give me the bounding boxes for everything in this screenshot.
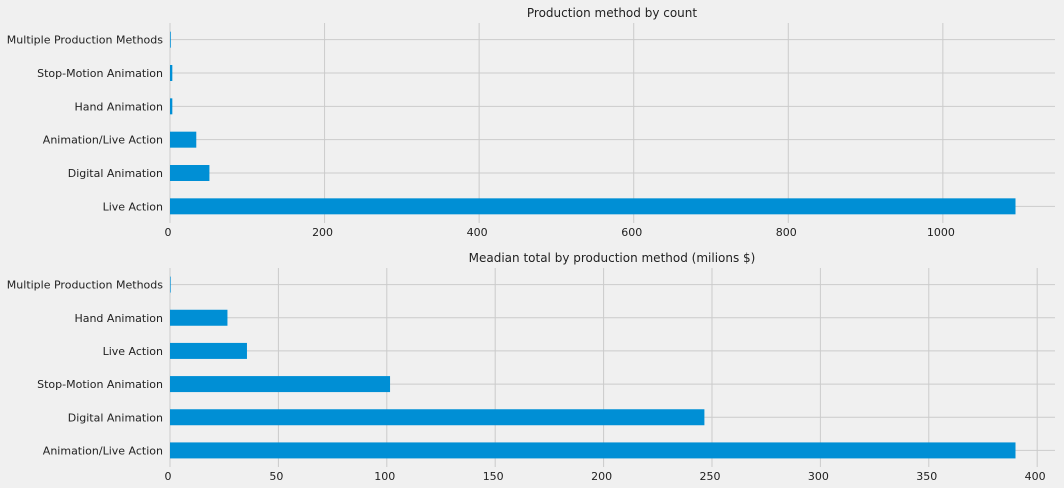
x-tick-label: 200	[312, 226, 333, 239]
bar	[170, 98, 173, 115]
x-tick-label: 250	[699, 470, 720, 483]
chart-count-grid	[169, 23, 1055, 223]
category-label: Hand Animation	[74, 312, 163, 325]
chart-count-x-ticks: 0 200 400 600 800 1000	[165, 226, 955, 239]
bar	[170, 442, 1016, 459]
bar	[170, 376, 391, 393]
category-label: Stop-Motion Animation	[37, 67, 163, 80]
bar	[170, 31, 171, 48]
x-tick-label: 200	[591, 470, 612, 483]
bar	[170, 131, 197, 148]
category-label: Digital Animation	[68, 167, 163, 180]
bar	[170, 276, 171, 293]
bar	[170, 342, 247, 359]
category-label: Digital Animation	[68, 411, 163, 424]
category-label: Multiple Production Methods	[7, 279, 163, 292]
chart-median-grid	[169, 268, 1055, 467]
chart-median-x-ticks: 0 50 100 150 200 250 300 350 400	[165, 470, 1046, 483]
category-label: Animation/Live Action	[43, 444, 163, 457]
chart-median-category-labels: Animation/Live Action Digital Animation St…	[7, 279, 163, 458]
x-tick-label: 100	[374, 470, 395, 483]
x-tick-label: 1000	[927, 226, 955, 239]
x-tick-label: 0	[165, 226, 172, 239]
bar	[170, 198, 1016, 215]
bar	[170, 409, 705, 426]
chart-count: Production method by count Live Action Di…	[7, 6, 1055, 239]
category-label: Live Action	[103, 345, 163, 358]
category-label: Stop-Motion Animation	[37, 378, 163, 391]
chart-median-title: Meadian total by production method (mili…	[469, 251, 756, 265]
x-tick-label: 350	[916, 470, 937, 483]
chart-median: Meadian total by production method (mili…	[7, 251, 1055, 483]
chart-count-title: Production method by count	[527, 6, 697, 20]
category-label: Live Action	[103, 200, 163, 213]
category-label: Animation/Live Action	[43, 134, 163, 147]
x-tick-label: 0	[165, 470, 172, 483]
bar	[170, 165, 210, 181]
chart-count-category-labels: Live Action Digital Animation Animation/Li…	[7, 34, 163, 214]
x-tick-label: 50	[269, 470, 283, 483]
x-tick-label: 800	[776, 226, 797, 239]
bar	[170, 309, 228, 326]
x-tick-label: 600	[621, 226, 642, 239]
bar	[170, 65, 173, 81]
x-tick-label: 400	[1025, 470, 1046, 483]
x-tick-label: 400	[467, 226, 488, 239]
chart-count-bars	[170, 31, 1016, 215]
category-label: Hand Animation	[74, 100, 163, 113]
x-tick-label: 150	[483, 470, 504, 483]
category-label: Multiple Production Methods	[7, 34, 163, 47]
chart-median-bars	[170, 276, 1016, 459]
x-tick-label: 300	[808, 470, 829, 483]
